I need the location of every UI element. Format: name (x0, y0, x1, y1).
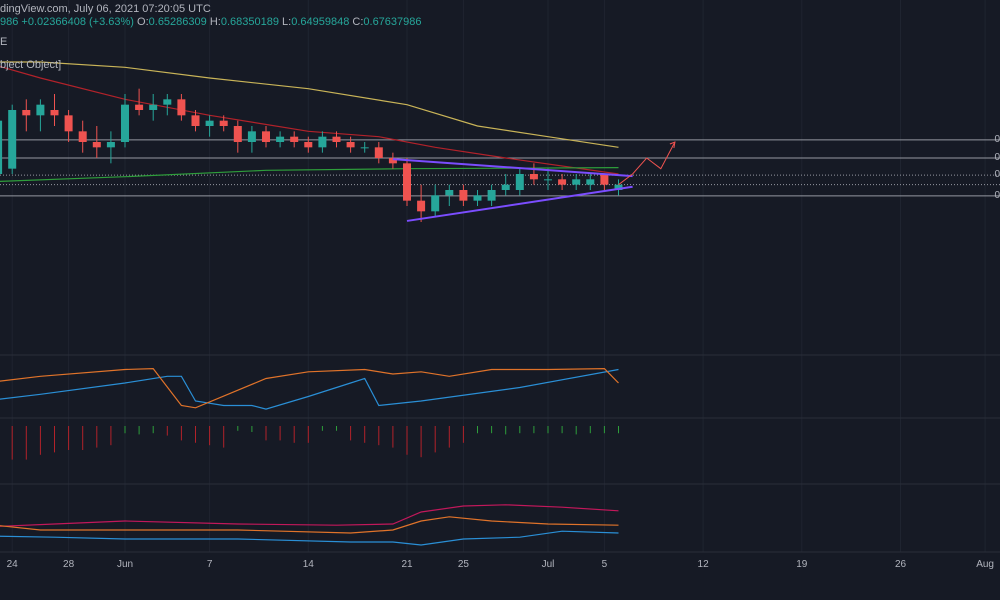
candle-body (78, 131, 87, 142)
candle-body (332, 136, 341, 142)
candle-body (318, 136, 327, 148)
rsi-orange-line (0, 516, 619, 534)
rsi-blue-line (0, 530, 619, 546)
candle-body (586, 179, 595, 185)
candle-body (445, 190, 454, 196)
candle-body (558, 179, 567, 185)
level-label: 0 (994, 133, 1000, 145)
candle-body (276, 136, 285, 142)
close-value: 0.67637986 (363, 16, 422, 28)
candle-body (515, 174, 524, 190)
candle-body (262, 131, 270, 142)
open-value: 0.65286309 (148, 16, 207, 28)
oscillator-orange-line (0, 367, 619, 409)
x-tick-label: 25 (457, 559, 469, 570)
x-tick-label: 26 (894, 559, 907, 570)
candle-body (417, 200, 426, 212)
open-label: O: (137, 16, 149, 28)
candle-body (388, 158, 397, 164)
low-value: 0.64959848 (291, 16, 350, 28)
candle-body (106, 142, 115, 148)
close-label: C: (352, 16, 364, 28)
candle-body (92, 142, 101, 148)
candle-body (163, 99, 172, 105)
level-label: 0 (994, 152, 1000, 163)
candle-body (233, 126, 242, 142)
high-value: 0.68350189 (220, 16, 279, 28)
x-tick-label: Jul (541, 559, 555, 570)
level-label: 0 (994, 169, 1000, 181)
candle-body (135, 104, 144, 110)
candle-body (403, 163, 411, 201)
candle-body (501, 184, 510, 190)
candle-body (177, 99, 186, 116)
candle-body (50, 110, 59, 116)
high-label: H: (209, 16, 221, 28)
x-tick-label: 5 (601, 559, 608, 570)
x-tick-label: 12 (697, 559, 709, 570)
trendline (392, 158, 633, 178)
oscillator-blue-line (0, 368, 619, 410)
x-tick-label: 14 (302, 559, 314, 570)
x-tick-label: Jun (116, 559, 134, 570)
candle-body (572, 179, 581, 185)
candle-body (600, 174, 609, 185)
candle-body (459, 190, 468, 201)
rsi-pink-line (0, 504, 619, 527)
candle-body (22, 110, 31, 116)
candle-body (473, 195, 482, 201)
candle-body (219, 120, 228, 126)
change-value: 986 +0.02366408 (+3.63%) (0, 16, 134, 28)
ohlc-readout: 986 +0.02366408 (+3.63%) O:0.65286309 H:… (0, 16, 422, 28)
indicator-object-text: bject Object] (0, 59, 62, 71)
candle-body (205, 120, 214, 126)
x-tick-label: 28 (63, 559, 75, 570)
chart-source-line: dingView.com, July 06, 2021 07:20:05 UTC (0, 3, 211, 15)
candle-body (121, 104, 129, 142)
indicator-name: E (0, 36, 8, 48)
candle-body (64, 115, 73, 132)
candle-body (0, 120, 3, 174)
candle-body (247, 131, 256, 142)
candle-body (374, 147, 383, 158)
candle-body (304, 142, 313, 148)
moving-average-green (0, 167, 619, 182)
trendline (406, 185, 633, 222)
low-label: L: (282, 16, 292, 28)
candle-body (431, 195, 440, 212)
candle-body (290, 136, 299, 142)
projection-arrow-head (669, 141, 676, 149)
x-tick-label: 7 (206, 559, 213, 570)
candle-body (529, 174, 538, 180)
candle-body (191, 115, 200, 126)
moving-average-long (0, 61, 619, 148)
candle-body (8, 110, 17, 169)
candle-body (346, 142, 355, 148)
x-tick-label: 19 (796, 559, 808, 570)
candle-body (487, 190, 496, 201)
x-tick-label: 21 (401, 559, 413, 570)
candle-body (149, 104, 158, 110)
candle-body (36, 104, 45, 116)
candle-body (544, 179, 552, 181)
level-label: 0 (994, 189, 1000, 201)
x-tick-label: Aug (976, 559, 994, 570)
candle-body (614, 184, 623, 190)
moving-average-short (0, 65, 619, 175)
projection-arrow (618, 141, 676, 186)
candle-body (360, 147, 369, 149)
x-tick-label: 24 (6, 559, 18, 570)
